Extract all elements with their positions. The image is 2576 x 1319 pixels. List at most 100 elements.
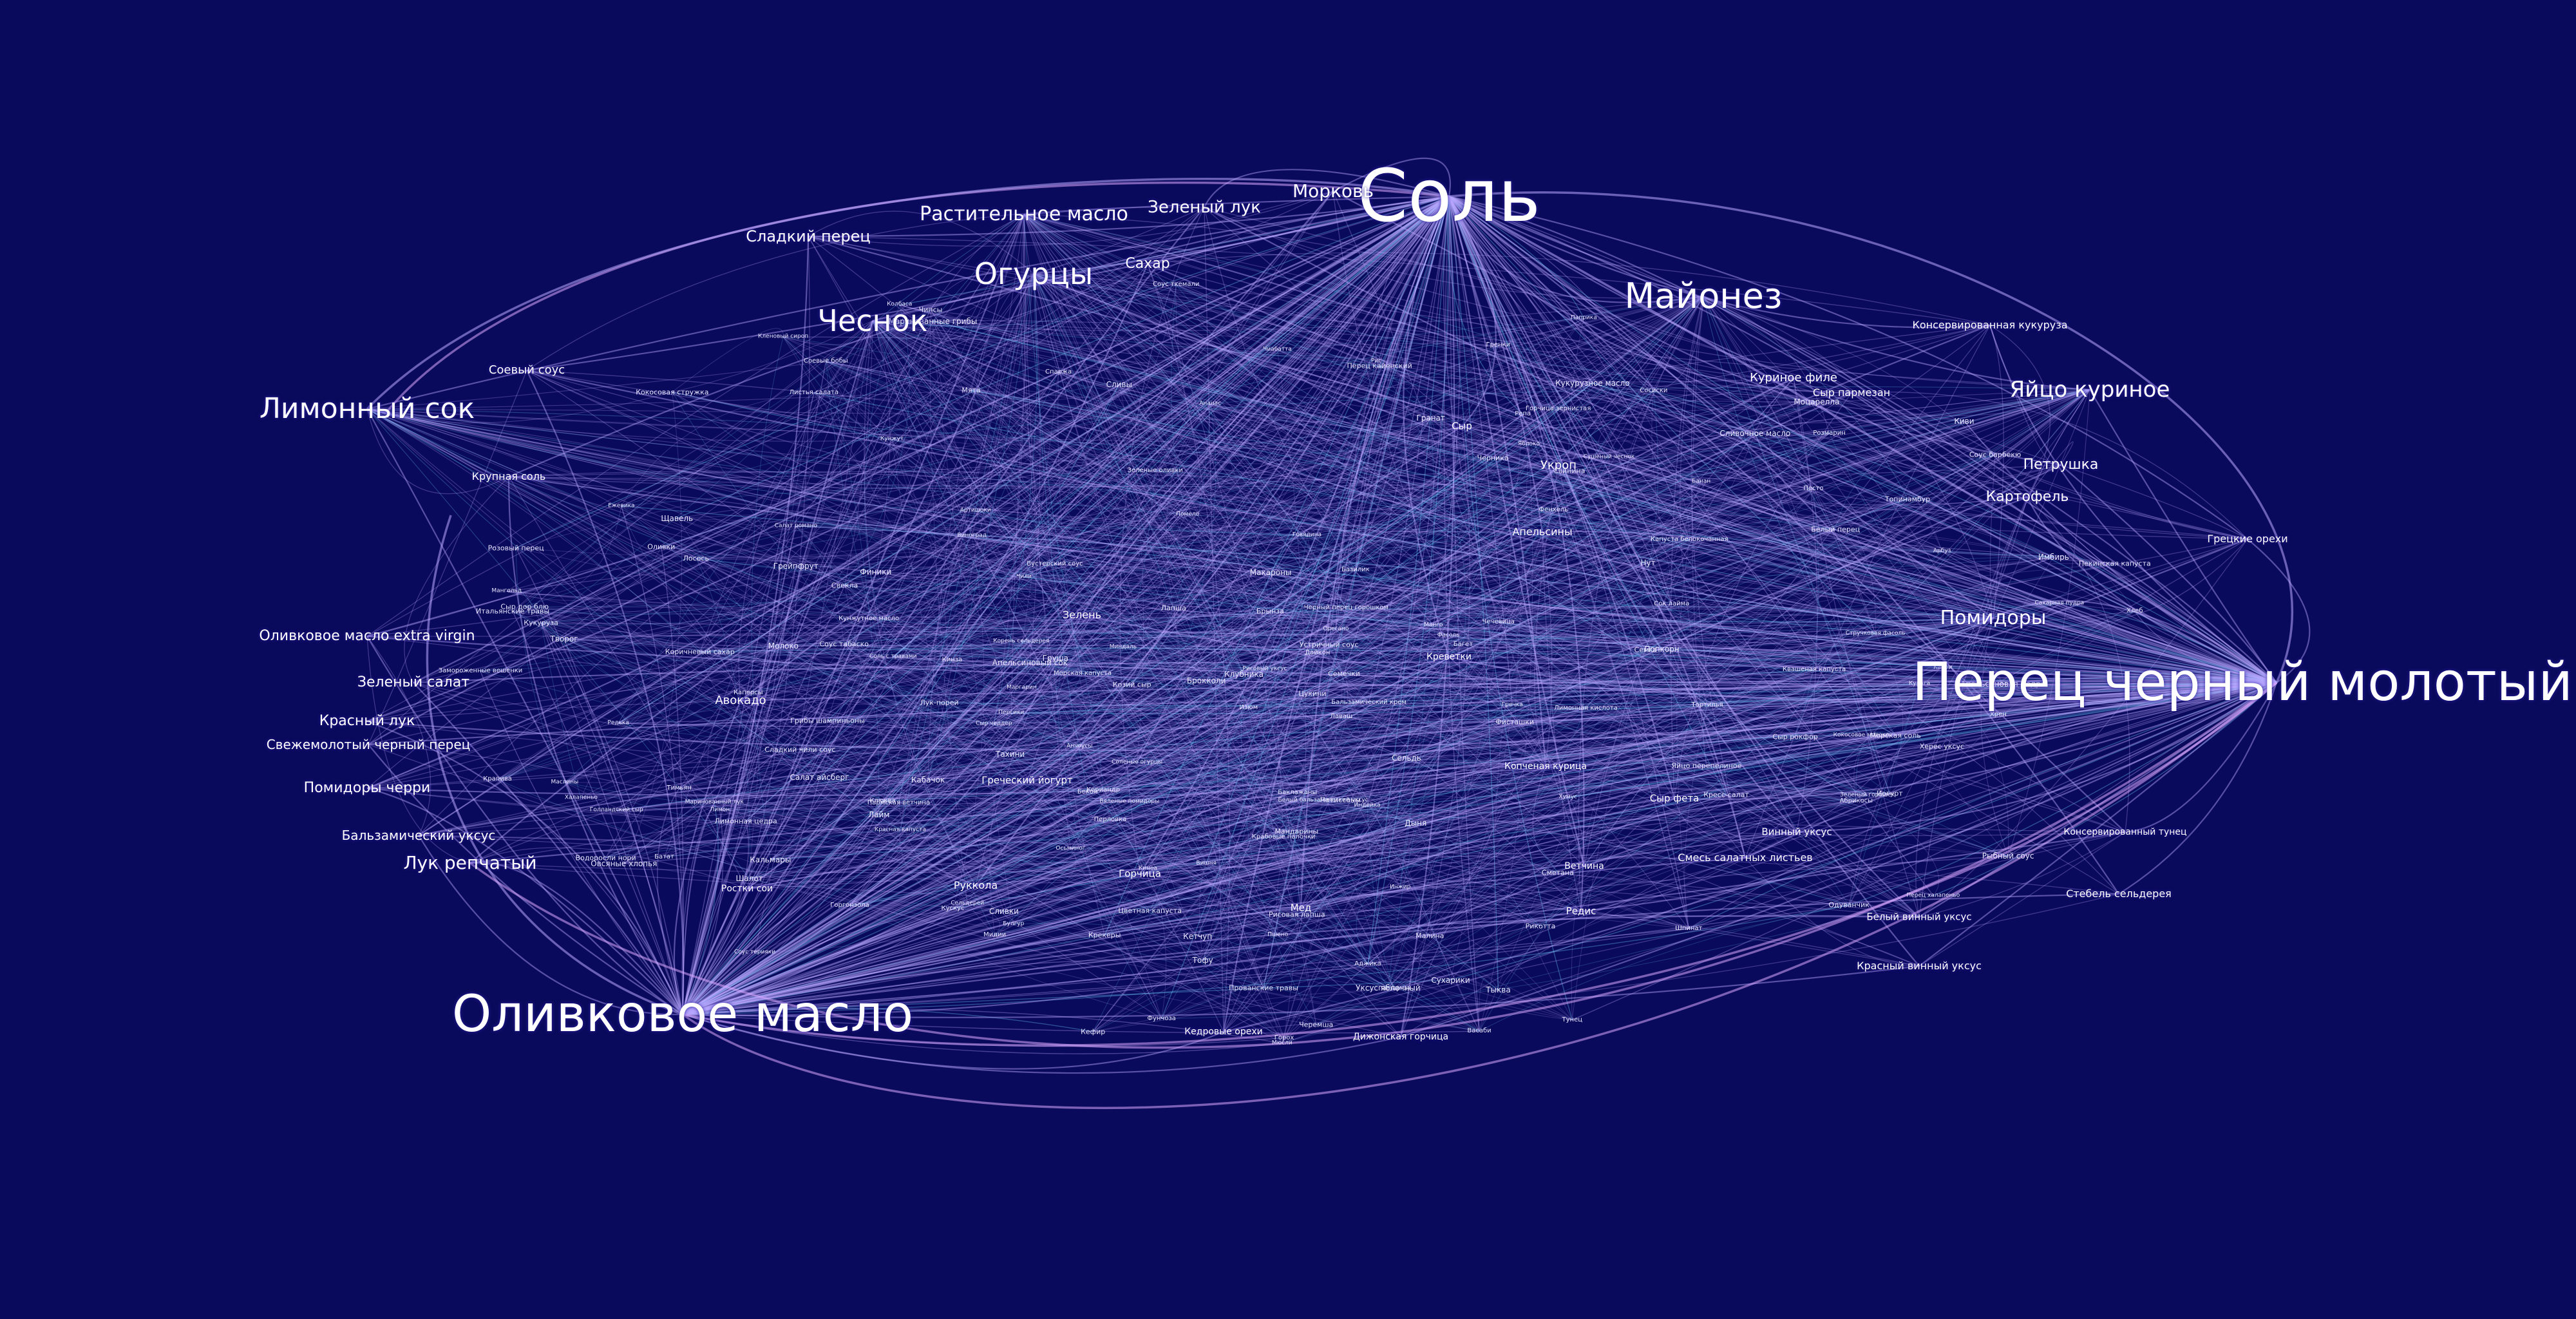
hub-edge: [1907, 389, 2090, 500]
graph-edge: [933, 321, 1523, 415]
graph-edge: [849, 905, 1105, 936]
graph-edge: [1479, 705, 1708, 1032]
graph-edge: [1367, 510, 1554, 806]
graph-edge: [782, 336, 1323, 801]
graph-edge: [898, 803, 968, 904]
hub-edge: [682, 658, 1056, 1015]
hub-edge: [783, 389, 2090, 647]
graph-edge: [1103, 454, 1996, 790]
graph-edge: [827, 720, 1689, 929]
graph-edge: [677, 518, 1933, 897]
hub-edge: [682, 662, 1030, 1015]
graph-edge: [928, 779, 1850, 906]
graph-edge: [480, 670, 1395, 990]
graph-edge: [1161, 556, 2054, 1020]
graph-edge: [1754, 433, 1890, 794]
hub-edge: [813, 196, 1450, 394]
hub-edge: [1448, 196, 1499, 991]
graph-edge: [1013, 625, 1434, 925]
hub-edge: [872, 320, 891, 573]
graph-edge: [1277, 349, 1701, 482]
hub-edge: [783, 645, 2277, 683]
graph-edge: [1343, 556, 2054, 674]
graph-edge: [1021, 641, 2009, 857]
hub-edge: [1023, 196, 1450, 578]
graph-edge: [1206, 570, 1356, 864]
hub-edge: [1011, 682, 2277, 714]
graph-edge: [826, 361, 1499, 623]
hub-edge: [1448, 196, 1689, 929]
graph-edge: [898, 747, 1137, 804]
graph-edge: [1356, 887, 1401, 965]
graph-node-major: Мед: [1290, 902, 1312, 914]
graph-edge: [939, 702, 1515, 741]
hub-edge: [679, 214, 1025, 789]
hub-edge: [893, 196, 1450, 658]
graph-edge: [1592, 383, 1817, 403]
graph-edge: [1867, 633, 1904, 796]
hub-edge: [782, 196, 1450, 647]
hub-edge: [899, 196, 1450, 306]
graph-edge: [677, 518, 1025, 578]
hub-edge: [1703, 296, 2003, 685]
hub-edge: [1011, 389, 2090, 714]
graph-edge: [795, 526, 1198, 937]
graph-edge: [616, 708, 1586, 811]
graph-edge: [714, 759, 1707, 803]
hub-edge: [682, 683, 2003, 1015]
graph-edge: [893, 556, 2054, 658]
hub-edge: [719, 682, 2277, 811]
graph-edge: [1528, 444, 1836, 530]
graph-edge: [618, 643, 844, 724]
graph-edge: [893, 562, 1648, 658]
graph-edge: [1021, 687, 1707, 766]
graph-node-major: Бальзамический уксус: [341, 828, 496, 843]
graph-node-major: Картофель: [1985, 489, 2069, 505]
hub-edge: [1202, 196, 1450, 961]
graph-edge: [540, 622, 1862, 736]
graph-edge: [480, 564, 1056, 672]
graph-edge: [930, 309, 1568, 798]
hub-edge: [2134, 611, 2277, 683]
graph-edge: [1155, 470, 2054, 558]
hub-edge: [795, 526, 2277, 683]
graph-edge: [564, 566, 797, 783]
graph-edge: [1173, 607, 1249, 708]
graph-edge: [696, 488, 1814, 559]
graph-edge: [1210, 403, 1701, 482]
hub-edge: [1296, 389, 2090, 915]
graph-edge: [748, 321, 933, 693]
hub-edge: [1282, 296, 1704, 1043]
graph-edge: [699, 651, 1285, 1038]
hub-edge: [564, 638, 2277, 685]
hub-edge: [899, 304, 2277, 683]
hub-edge: [1567, 682, 2277, 798]
graph-edge: [1271, 572, 1708, 705]
hub-edge: [366, 408, 2135, 612]
graph-edge: [800, 749, 1395, 990]
graph-node-major: Зеленый лук: [1148, 198, 1261, 217]
hub-edge: [682, 801, 884, 1015]
graph-edge: [512, 611, 1285, 1038]
graph-edge: [1021, 349, 1278, 642]
hub-edge: [682, 669, 1815, 1015]
graph-edge: [1270, 573, 1396, 990]
graph-edge: [1087, 611, 2135, 793]
graph-edge: [1013, 848, 1077, 925]
graph-edge: [749, 746, 1942, 879]
graph-edge: [898, 372, 1059, 804]
hub-edge: [682, 908, 953, 1015]
graph-edge: [618, 383, 1593, 724]
hub-edge: [618, 682, 2277, 724]
graph-edge: [1119, 384, 2060, 604]
graph-edge: [1024, 454, 1996, 578]
hub-edge: [682, 390, 1654, 1015]
graph-edge: [782, 336, 1030, 663]
graph-node-minor: Изюм: [1239, 704, 1258, 712]
graph-edge: [1197, 801, 1857, 937]
graph-edge: [1024, 576, 1662, 650]
hub-edge: [770, 682, 2277, 860]
graph-edge: [844, 585, 1244, 675]
graph-edge: [1209, 403, 1586, 709]
graph-edge: [1082, 669, 1815, 698]
